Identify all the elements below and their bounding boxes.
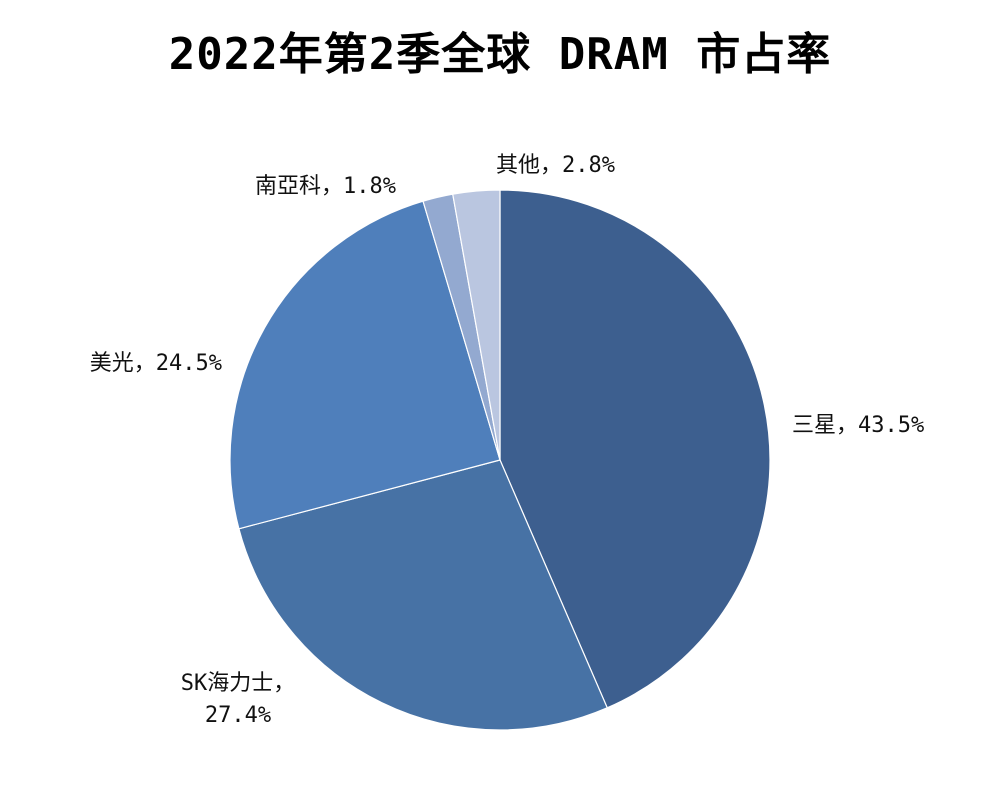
pie-slice-1 — [499, 189, 771, 709]
pie-slice-3 — [229, 200, 501, 530]
pie-slice-5 — [452, 189, 501, 461]
data-label-3: 美光，24.5% — [90, 351, 222, 376]
data-label-5: 其他，2.8% — [496, 153, 615, 178]
data-label-2: SK海力士， 27.4% — [181, 671, 296, 728]
data-label-1: 三星，43.5% — [792, 413, 924, 438]
chart-title: 2022年第2季全球 DRAM 市占率 — [168, 29, 832, 80]
data-label-4: 南亞科，1.8% — [255, 174, 396, 199]
pie-slice-2 — [238, 459, 609, 731]
